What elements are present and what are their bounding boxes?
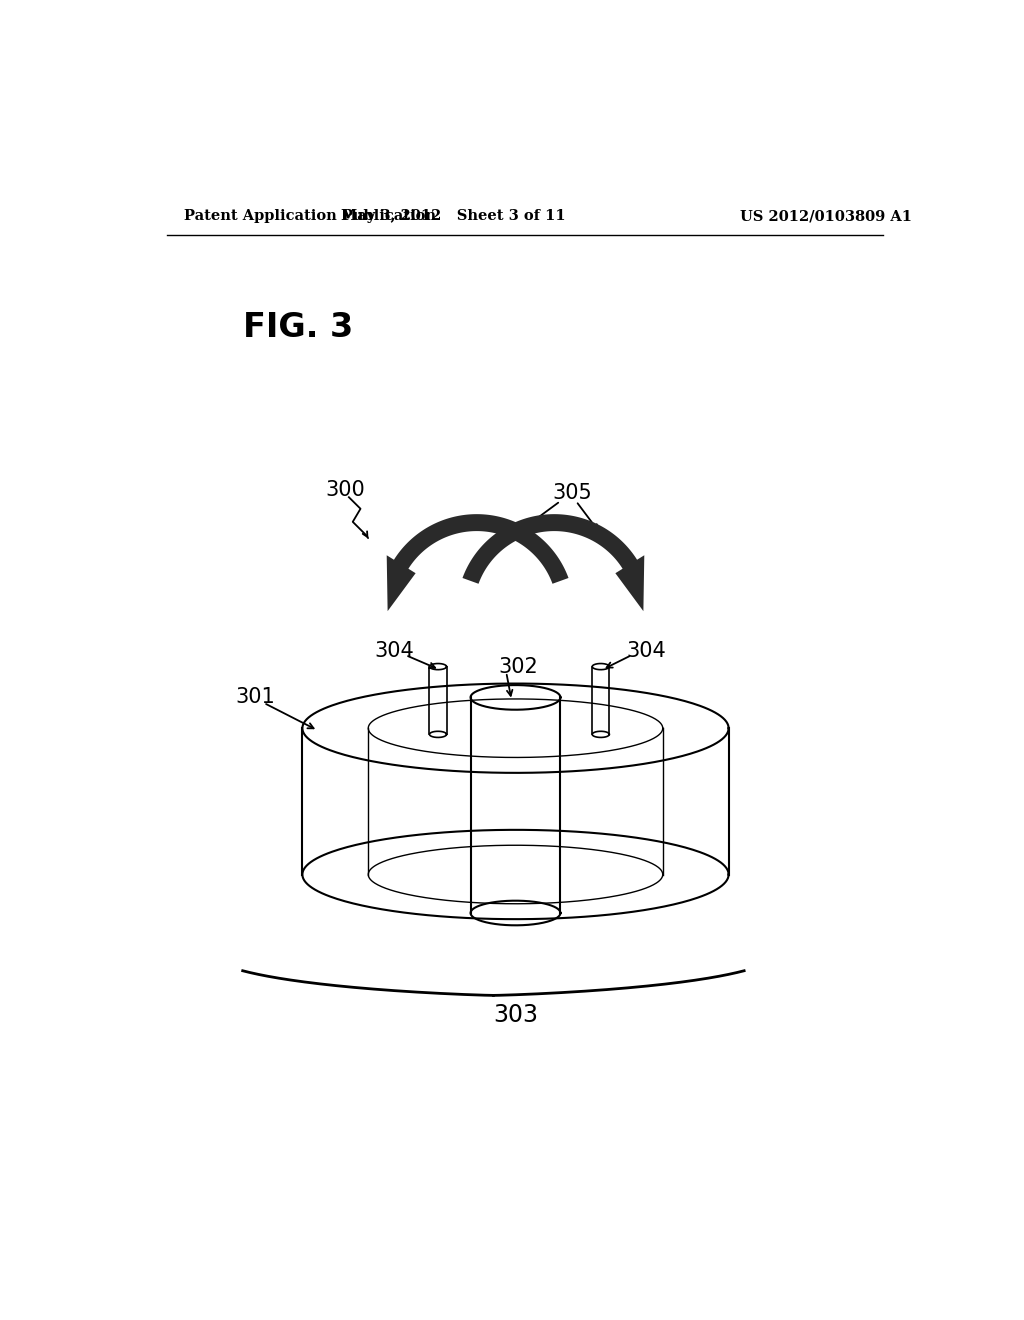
Text: 304: 304: [627, 642, 666, 661]
Text: 304: 304: [375, 642, 414, 661]
Text: 302: 302: [499, 656, 539, 677]
Text: May 3, 2012   Sheet 3 of 11: May 3, 2012 Sheet 3 of 11: [341, 209, 566, 223]
Text: 305: 305: [553, 483, 593, 503]
Text: 301: 301: [234, 688, 274, 708]
Text: US 2012/0103809 A1: US 2012/0103809 A1: [740, 209, 912, 223]
Text: Patent Application Publication: Patent Application Publication: [183, 209, 436, 223]
Polygon shape: [387, 515, 568, 611]
Text: FIG. 3: FIG. 3: [243, 312, 353, 345]
Text: 303: 303: [493, 1003, 538, 1027]
Text: 300: 300: [326, 479, 366, 499]
Polygon shape: [463, 515, 644, 611]
